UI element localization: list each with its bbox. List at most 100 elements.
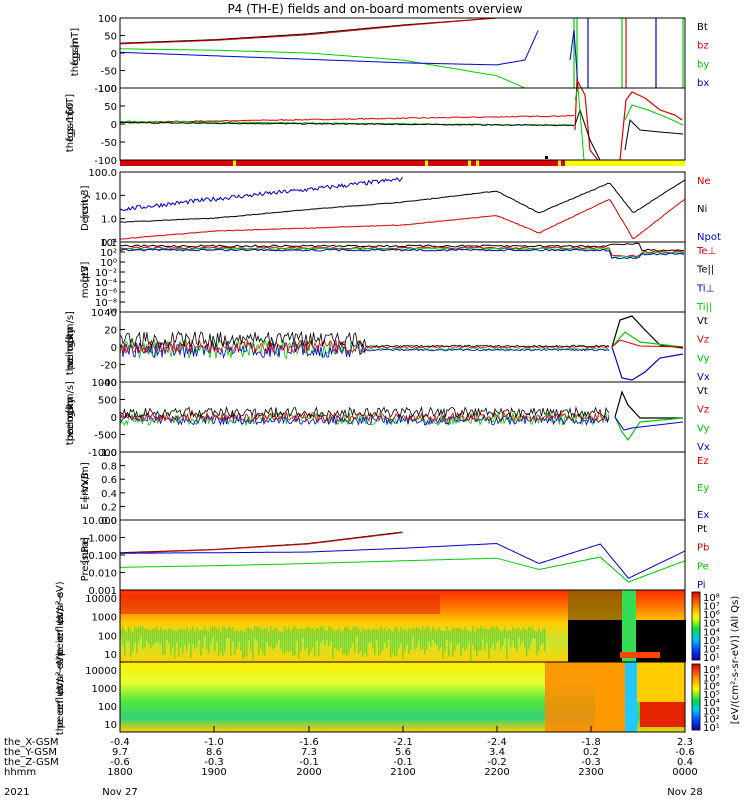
y-axis-label-line: (cm²-s- <box>55 588 66 624</box>
ion-green-noise <box>320 626 322 643</box>
ion-green-noise <box>538 627 540 651</box>
panel-frame <box>119 451 686 521</box>
ion-green-noise <box>532 628 534 639</box>
ion-green-noise <box>496 626 498 643</box>
y-tick-label: 10.0 <box>95 191 117 202</box>
ion-green-noise <box>314 630 316 657</box>
ion-green-noise <box>138 626 140 642</box>
ion-green-noise <box>360 631 362 652</box>
ion-green-noise <box>482 628 484 640</box>
y-tick-label: 50 <box>104 32 117 43</box>
ion-green-noise <box>334 631 336 649</box>
y-tick-label: 10000 <box>85 666 117 677</box>
ion-green-noise <box>540 631 542 645</box>
ion-green-noise <box>172 630 174 648</box>
y-tick-label: 1.000 <box>88 534 117 545</box>
ion-green-noise <box>158 630 160 644</box>
y-axis-label-line: eflux <box>55 685 66 710</box>
y-axis-label-line: [nT] <box>65 94 76 114</box>
legend-entry: Ez <box>697 456 709 467</box>
ion-green-noise <box>312 628 314 648</box>
footer-value: -2.1 <box>393 737 413 748</box>
ion-green-noise <box>512 626 514 641</box>
y-axis-label-line: gsm <box>65 396 76 417</box>
legend-entry: Vy <box>697 423 710 434</box>
vt-line <box>611 315 684 349</box>
footer-value: -0.6 <box>110 757 130 768</box>
ion-green-noise <box>370 631 372 642</box>
ion-green-noise <box>462 629 464 648</box>
ion-green-noise <box>478 628 480 652</box>
ion-green-noise <box>124 630 126 656</box>
legend-entry: Pt <box>697 524 707 535</box>
ion-green-noise <box>500 631 502 650</box>
ion-hot-band <box>120 594 440 614</box>
ion-green-noise <box>394 627 396 657</box>
y-tick-label: 0.1 <box>101 238 117 249</box>
velocity-noise <box>119 341 610 360</box>
y-tick-label: -50 <box>101 67 117 78</box>
ion-green-noise <box>400 626 402 644</box>
y-tick-label: 10⁻¹⁰ <box>91 308 117 319</box>
ion-green-noise <box>386 631 388 649</box>
ion-green-noise <box>428 626 430 643</box>
ion-green-noise <box>382 629 384 650</box>
footer-value: -0.4 <box>110 737 130 748</box>
bx-spike <box>569 29 579 89</box>
colorbar <box>691 663 701 731</box>
y-axis-label-line: eV/ <box>55 607 66 624</box>
y-tick-label: -40 <box>101 378 117 389</box>
colorbar-tick: 10⁸ <box>703 665 720 676</box>
panel-frame <box>119 17 686 89</box>
legend-entry: Npot <box>697 232 721 243</box>
ion-green-noise <box>128 626 130 641</box>
ion-green-noise <box>486 628 488 643</box>
ion-green-noise <box>340 630 342 648</box>
footer-value: -0.3 <box>581 757 601 768</box>
ion-green-noise <box>440 630 442 647</box>
y-tick-label: -20 <box>101 361 117 372</box>
ion-green-noise <box>240 630 242 651</box>
electron-hot-band <box>640 702 685 727</box>
ion-green-noise <box>268 631 270 647</box>
ion-green-noise <box>530 627 532 644</box>
status-bar <box>120 160 685 166</box>
ion-noise-region <box>568 590 626 620</box>
ion-green-noise <box>424 629 426 655</box>
ion-green-noise <box>518 628 520 638</box>
y-axis-label-line: en <box>55 701 66 714</box>
ion-green-noise <box>204 626 206 638</box>
ion-green-noise <box>432 627 434 640</box>
y-axis-label-line: fgs <box>65 126 76 141</box>
ion-green-noise <box>324 630 326 645</box>
y-axis-label: Pressure[nPa] <box>80 537 91 581</box>
footer-year: 2021 <box>4 787 29 798</box>
vt-line <box>614 390 683 419</box>
series-line-Bt <box>119 17 539 44</box>
ion-green-noise <box>384 627 386 643</box>
ion-green-noise <box>148 630 150 645</box>
ion-green-noise <box>162 630 164 655</box>
y-axis-label-line: Density <box>80 193 91 231</box>
ion-green-noise <box>122 626 124 646</box>
velocity-noise <box>119 338 610 354</box>
ion-green-noise <box>322 626 324 641</box>
ion-green-noise <box>442 631 444 659</box>
ion-green-noise <box>150 630 152 649</box>
series-line-bx <box>119 30 539 66</box>
footer-value: 0000 <box>672 767 697 778</box>
ion-green-noise <box>542 628 544 644</box>
ion-green-noise <box>284 626 286 654</box>
footer-row-label: the_Y-GSM <box>4 747 57 758</box>
ion-green-noise <box>336 629 338 650</box>
ion-green-noise <box>288 627 290 653</box>
series-line-Pb <box>120 532 403 554</box>
ion-green-noise <box>476 628 478 657</box>
legend-entry: Ni <box>697 204 707 215</box>
ion-green-noise <box>256 627 258 641</box>
footer-value: 2200 <box>484 767 509 778</box>
y-tick-label: 10 <box>104 650 117 661</box>
